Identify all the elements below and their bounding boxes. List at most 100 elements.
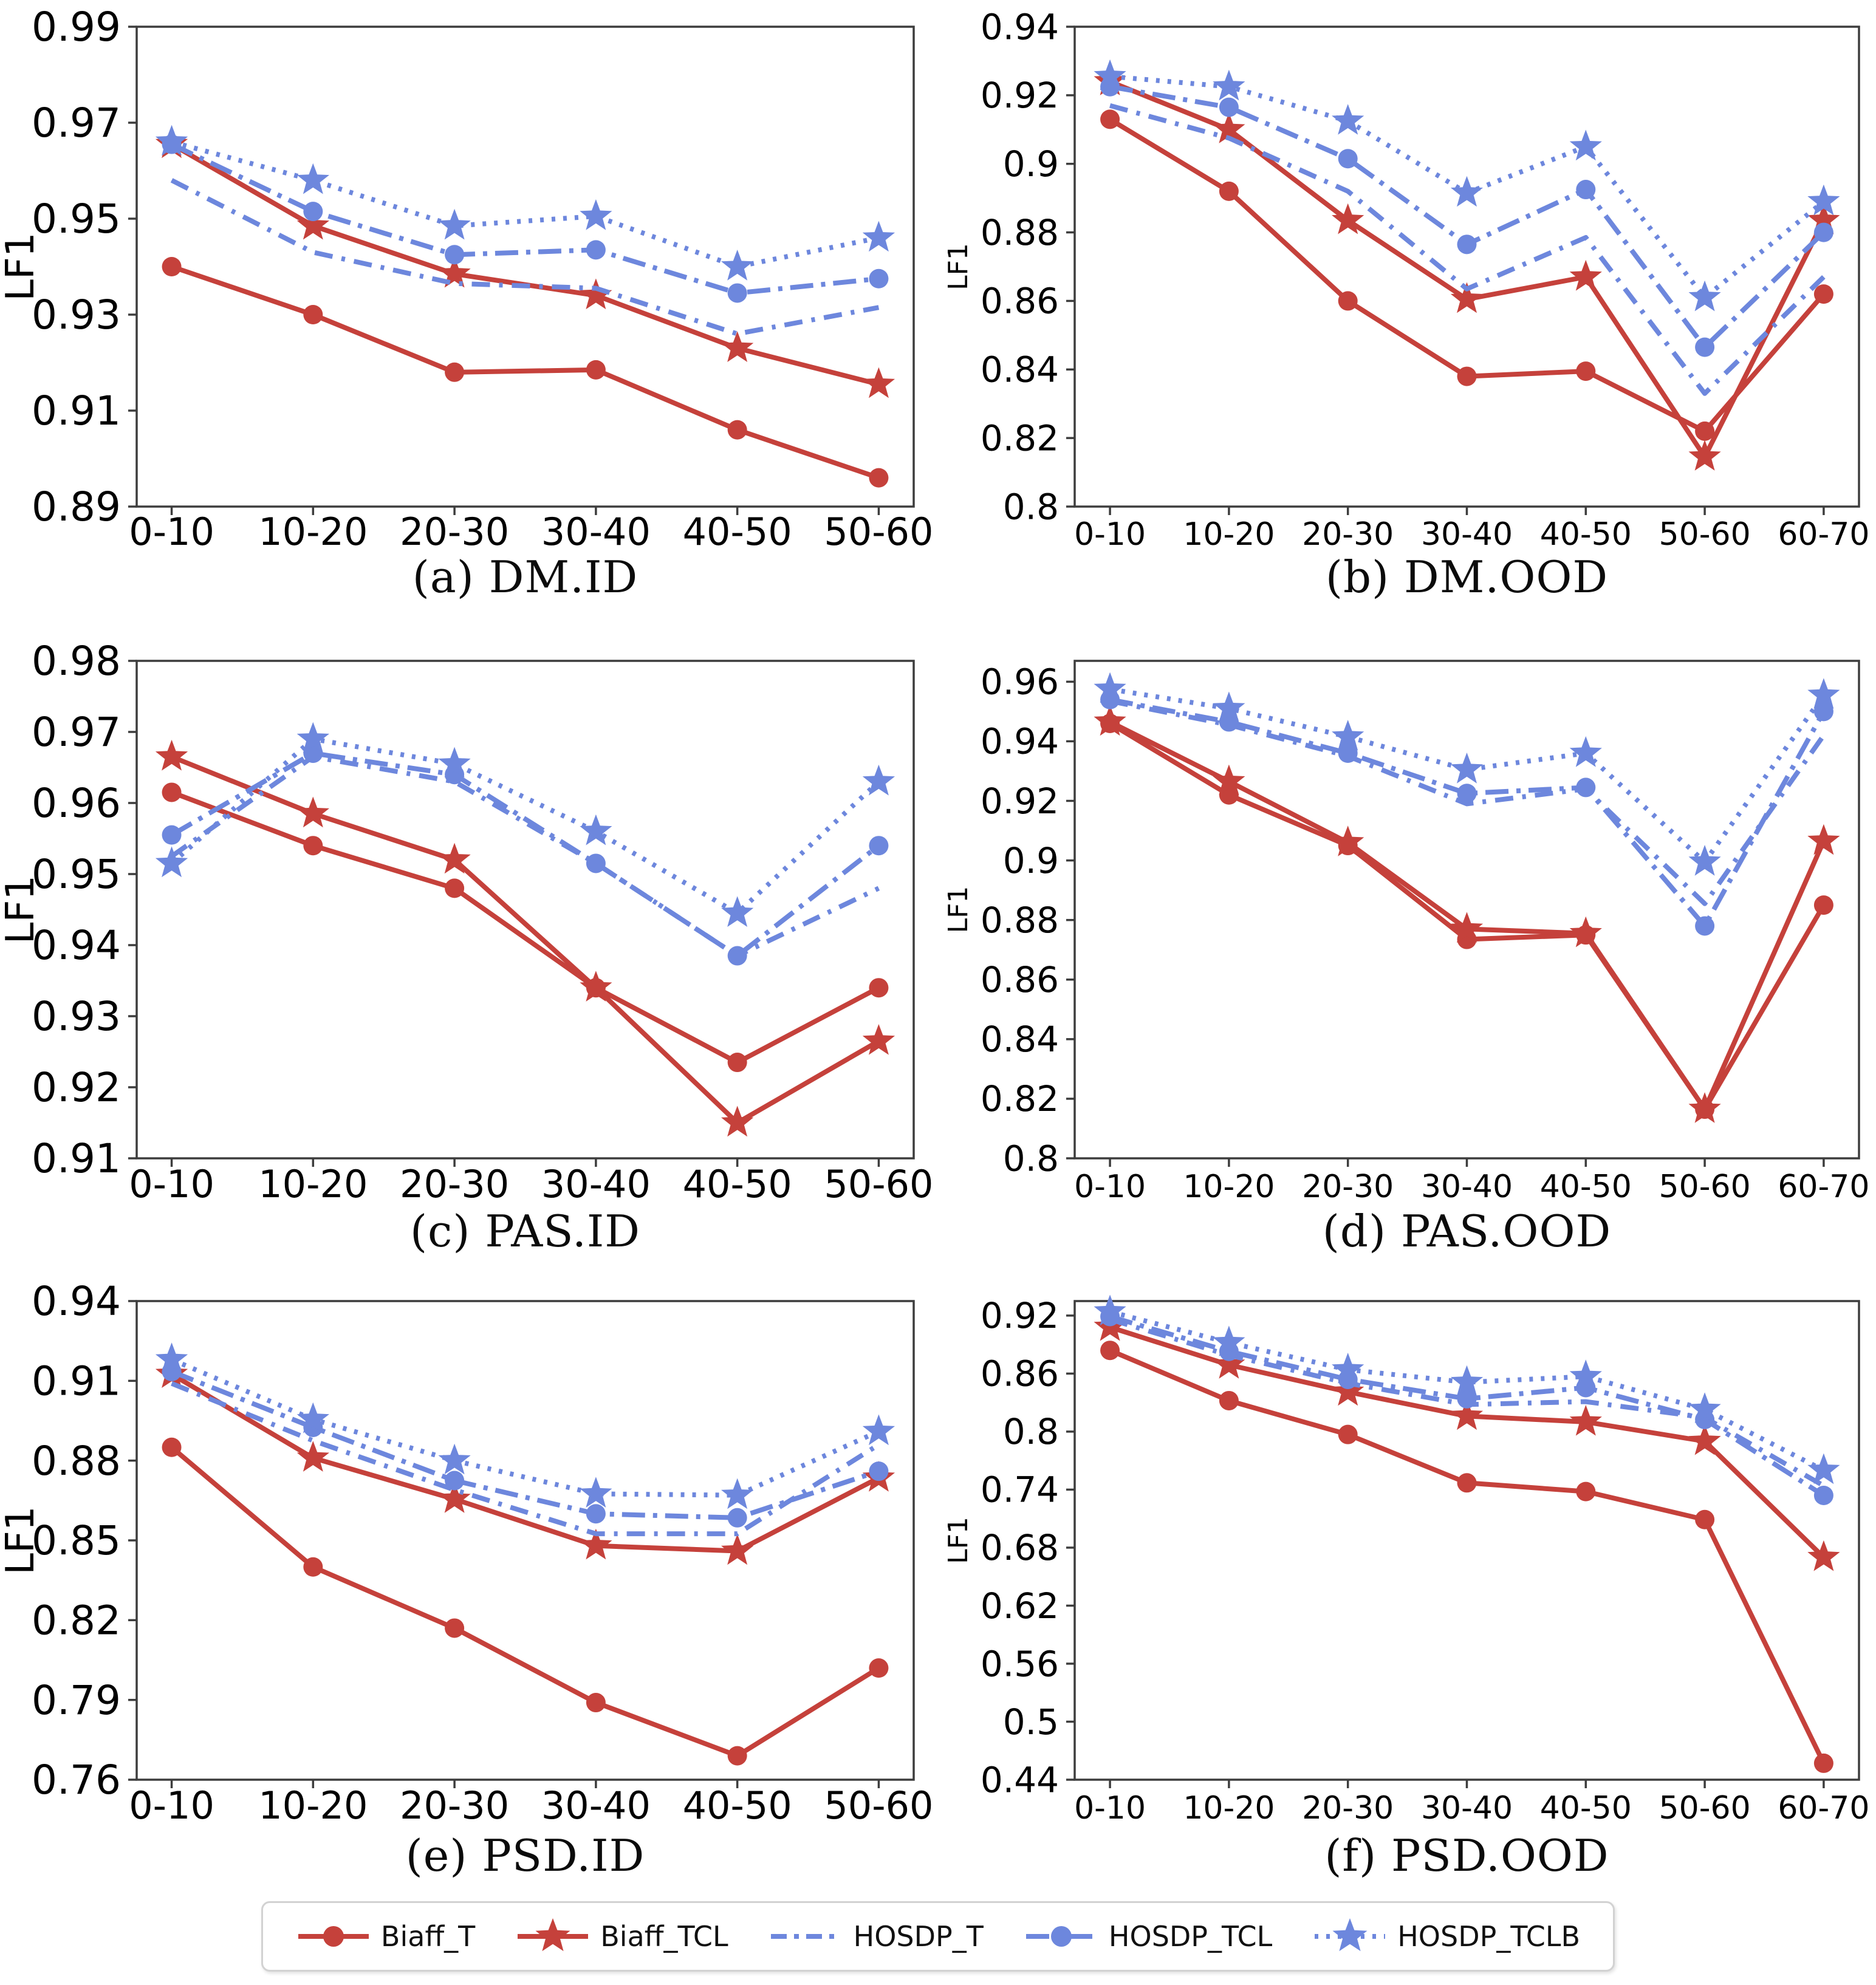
marker-star <box>438 747 471 778</box>
subplot-caption: (f) PSD.OOD <box>1324 1830 1609 1881</box>
x-tick-label: 40-50 <box>1540 516 1632 553</box>
marker-circle <box>727 1053 747 1073</box>
x-tick-label: 20-30 <box>1302 1169 1394 1205</box>
marker-circle <box>869 978 889 998</box>
marker-circle <box>1457 1473 1477 1493</box>
marker-circle <box>1695 337 1715 357</box>
series-HOSDP_TCLB <box>1094 1294 1840 1484</box>
series-HOSDP_TCL <box>1100 77 1833 357</box>
marker-circle <box>162 782 182 802</box>
series-Biaff_T <box>162 257 889 488</box>
y-tick-label: 0.56 <box>981 1643 1059 1684</box>
series-Biaff_T <box>1100 109 1833 441</box>
series-line-Biaff_TCL <box>171 754 880 1126</box>
y-axis-label: LF1 <box>0 232 43 301</box>
marker-star <box>862 764 895 796</box>
x-tick-label: 30-40 <box>1421 1790 1513 1826</box>
marker-circle <box>445 1471 465 1491</box>
series-HOSDP_T <box>1109 103 1826 396</box>
legend-item-biaff-tcl: Biaff_TCL <box>515 1915 728 1958</box>
hosdp-tcl-line-circle-icon <box>1025 1926 1097 1947</box>
marker-star <box>155 739 188 771</box>
marker-star <box>438 256 471 288</box>
legend-item-hosdp-t: HOSDP_T <box>769 1915 984 1958</box>
x-tick-label: 20-30 <box>400 1162 509 1206</box>
marker-circle <box>869 268 889 289</box>
x-tick-label: 20-30 <box>400 510 509 554</box>
marker-star <box>1213 112 1245 143</box>
y-tick-label: 0.44 <box>981 1759 1059 1800</box>
marker-circle <box>1576 1481 1596 1502</box>
y-tick-label: 0.92 <box>981 1295 1059 1336</box>
series-HOSDP_T <box>170 178 880 337</box>
y-tick-label: 0.84 <box>981 1019 1059 1060</box>
x-tick-label: 0-10 <box>1074 1169 1146 1205</box>
marker-star <box>1688 1392 1721 1423</box>
y-axis-label: LF1 <box>943 886 974 934</box>
marker-star <box>580 814 612 846</box>
y-tick-label: 0.94 <box>32 1279 121 1325</box>
marker-circle <box>1576 180 1596 200</box>
marker-star <box>1807 824 1840 855</box>
series-HOSDP_TCL <box>162 1362 889 1528</box>
series-HOSDP_TCL <box>1100 689 1833 936</box>
marker-circle <box>445 245 465 265</box>
marker-star <box>535 1918 570 1952</box>
y-tick-label: 0.93 <box>32 993 121 1040</box>
series-HOSDP_TCLB <box>1094 672 1840 876</box>
marker-circle <box>727 420 747 440</box>
marker-circle <box>1050 1926 1072 1947</box>
y-tick-label: 0.91 <box>32 1358 121 1404</box>
x-tick-label: 0-10 <box>1074 1790 1146 1826</box>
series-Biaff_T <box>1100 1341 1833 1773</box>
series-line-HOSDP_T <box>170 178 880 337</box>
marker-star <box>862 367 895 398</box>
marker-circle <box>727 946 747 966</box>
marker-star <box>1213 764 1245 796</box>
legend-label: HOSDP_TCLB <box>1397 1920 1581 1953</box>
x-tick-label: 20-30 <box>1302 1790 1394 1826</box>
marker-star <box>580 278 612 310</box>
chart-canvas: 0.89 0.91 0.93 0.95 0.97 0.99 0-10 10-20 20-30 30… <box>0 4 934 554</box>
x-tick-label: 0-10 <box>1074 516 1146 553</box>
x-tick-label: 20-30 <box>400 1783 509 1828</box>
series-line-Biaff_T <box>171 790 880 1065</box>
subplot-b-dm-ood: 0.8 0.82 0.84 0.86 0.88 0.9 0.92 0.94 0-10 10-20 2… <box>938 0 1876 620</box>
series-Biaff_TCL <box>1094 64 1840 471</box>
y-tick-label: 0.91 <box>32 1135 121 1182</box>
marker-star <box>1213 1348 1245 1379</box>
marker-star <box>1688 1424 1721 1455</box>
y-tick-label: 0.94 <box>981 721 1059 762</box>
series-HOSDP_TCLB <box>155 1342 895 1509</box>
marker-star <box>296 796 329 828</box>
legend-label: HOSDP_T <box>853 1920 984 1953</box>
marker-star <box>721 1478 754 1509</box>
marker-star <box>1332 1375 1364 1406</box>
axes: 0.89 0.91 0.93 0.95 0.97 0.99 0-10 10-20 20-30 30… <box>32 4 933 554</box>
x-tick-label: 40-50 <box>1540 1169 1632 1205</box>
marker-star <box>862 1024 895 1055</box>
marker-circle <box>162 1437 182 1457</box>
marker-circle <box>586 360 606 380</box>
marker-star <box>1332 825 1364 856</box>
marker-circle <box>1457 366 1477 386</box>
marker-circle <box>1813 284 1833 304</box>
series-Biaff_TCL <box>1094 1310 1840 1571</box>
axes: 0.8 0.82 0.84 0.86 0.88 0.9 0.92 0.94 0.96 0-10 10… <box>981 660 1869 1205</box>
series-Biaff_TCL <box>1094 705 1840 1123</box>
y-tick-label: 0.96 <box>981 661 1059 703</box>
marker-circle <box>445 1618 465 1638</box>
marker-star <box>1688 280 1721 312</box>
series-line-HOSDP_T <box>1109 103 1826 396</box>
x-tick-label: 50-60 <box>1659 1790 1751 1826</box>
series-HOSDP_T <box>171 1381 880 1537</box>
marker-star <box>1450 912 1484 943</box>
series-line-Biaff_T <box>170 1445 880 1758</box>
marker-circle <box>1338 1424 1358 1444</box>
x-tick-label: 10-20 <box>1183 1169 1275 1205</box>
subplot-e-psd-id: 0.76 0.79 0.82 0.85 0.88 0.91 0.94 0-10 10-20 20-… <box>0 1279 938 1888</box>
marker-star <box>580 1477 612 1508</box>
hosdp-t-dashdot-line-icon <box>770 1934 841 1939</box>
y-tick-label: 0.82 <box>981 417 1059 459</box>
